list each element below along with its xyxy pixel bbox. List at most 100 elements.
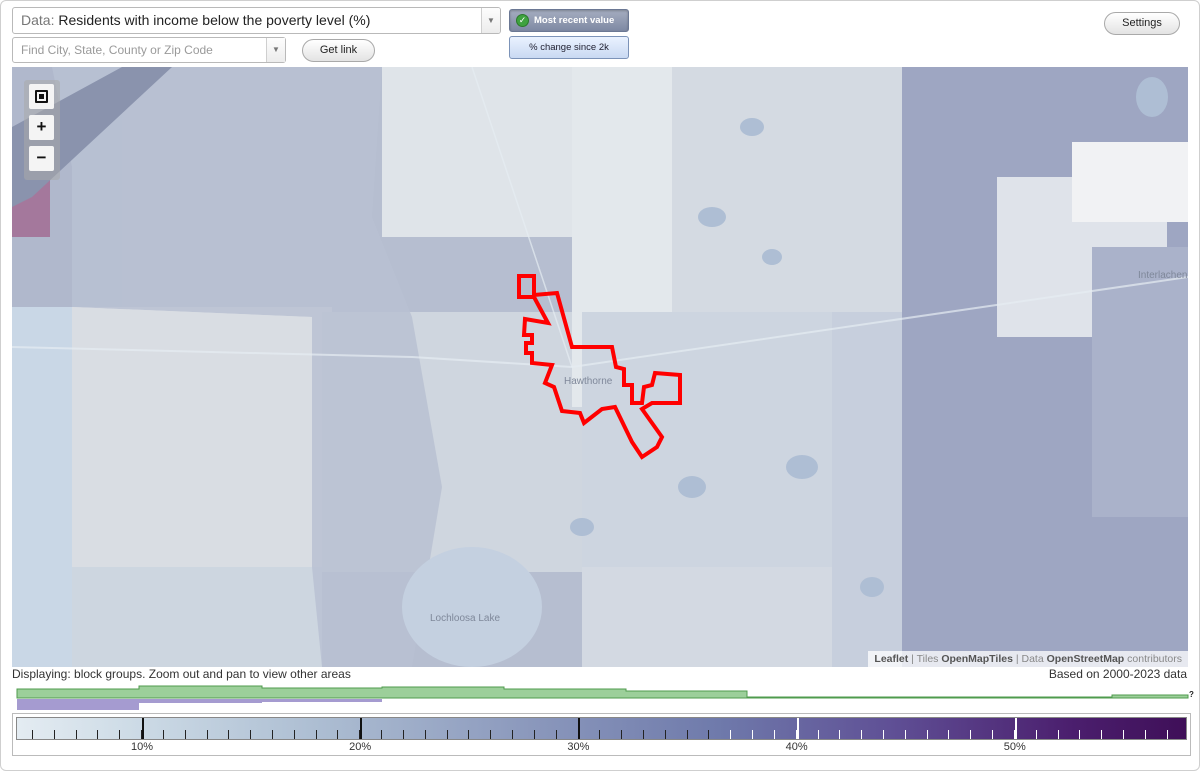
legend-major-tick [1014, 718, 1017, 739]
most-recent-value-toggle[interactable]: ✓ Most recent value [509, 9, 629, 32]
legend-minor-tick [555, 730, 557, 739]
data-range-status: Based on 2000-2023 data [1048, 667, 1187, 681]
fit-bounds-button[interactable] [29, 84, 54, 109]
legend-minor-tick [642, 730, 644, 739]
openmaptiles-link[interactable]: OpenMapTiles [941, 653, 1013, 665]
legend-minor-tick [228, 730, 230, 739]
distribution-histogram [16, 685, 1189, 710]
get-link-button[interactable]: Get link [302, 39, 375, 62]
attribution-suffix: contributors [1127, 653, 1182, 665]
legend-minor-tick [53, 730, 55, 739]
data-prefix: Data [1021, 653, 1044, 665]
legend-minor-tick [1101, 730, 1103, 739]
zoom-controls: + − [24, 80, 60, 180]
chevron-down-icon[interactable]: ▼ [481, 8, 500, 33]
legend-minor-tick [272, 730, 274, 739]
legend-minor-tick [141, 730, 143, 739]
location-search[interactable]: ▼ [12, 37, 286, 63]
legend-minor-tick [337, 730, 339, 739]
data-select-prefix: Data: [21, 12, 55, 28]
map-attribution: Leaflet | Tiles OpenMapTiles | Data Open… [868, 651, 1188, 667]
legend-minor-tick [992, 730, 994, 739]
legend-minor-tick [119, 730, 121, 739]
legend-minor-tick [1035, 730, 1037, 739]
legend-minor-tick [1057, 730, 1059, 739]
legend-minor-tick [162, 730, 164, 739]
map-label-hawthorne: Hawthorne [564, 376, 613, 387]
legend-minor-tick [948, 730, 950, 739]
legend-minor-tick [708, 730, 710, 739]
legend-tick-label: 20% [349, 741, 372, 753]
legend-major-tick [796, 718, 799, 739]
city-boundary [517, 274, 682, 460]
legend-major-tick [578, 718, 581, 739]
color-ramp [16, 717, 1187, 740]
legend-minor-tick [184, 730, 186, 739]
tiles-prefix: Tiles [916, 653, 939, 665]
legend-minor-tick [577, 730, 579, 739]
legend-minor-tick [1013, 730, 1015, 739]
legend-minor-tick [206, 730, 208, 739]
legend-minor-tick [599, 730, 601, 739]
legend-minor-tick [752, 730, 754, 739]
legend-minor-tick [293, 730, 295, 739]
legend-minor-tick [446, 730, 448, 739]
most-recent-label: Most recent value [534, 15, 615, 26]
legend-minor-tick [904, 730, 906, 739]
legend-minor-tick [621, 730, 623, 739]
legend-minor-tick [839, 730, 841, 739]
settings-button[interactable]: Settings [1104, 12, 1180, 35]
legend-minor-tick [1166, 730, 1168, 739]
legend-minor-tick [773, 730, 775, 739]
legend-minor-tick [402, 730, 404, 739]
legend-minor-tick [686, 730, 688, 739]
legend-tick-label: 40% [785, 741, 808, 753]
search-input[interactable] [21, 43, 261, 57]
openstreetmap-link[interactable]: OpenStreetMap [1046, 653, 1125, 665]
map-view[interactable]: Hawthorne Lochloosa Lake Interlachen + −… [12, 67, 1188, 667]
displaying-status: Displaying: block groups. Zoom out and p… [12, 667, 351, 681]
legend-minor-tick [468, 730, 470, 739]
map-label-lochloosa: Lochloosa Lake [430, 613, 501, 624]
legend-tick-label: 30% [567, 741, 590, 753]
legend-minor-tick [97, 730, 99, 739]
leaflet-link[interactable]: Leaflet [874, 653, 909, 665]
map-label-interlachen: Interlachen [1138, 270, 1188, 281]
legend-minor-tick [861, 730, 863, 739]
legend-minor-tick [359, 730, 361, 739]
data-select-value: Residents with income below the poverty … [58, 12, 371, 28]
percent-change-toggle[interactable]: % change since 2k [509, 36, 629, 59]
zoom-in-button[interactable]: + [29, 115, 54, 140]
legend-tick-label: 50% [1003, 741, 1026, 753]
legend-minor-tick [32, 730, 33, 739]
legend-minor-tick [882, 730, 884, 739]
map-canvas [12, 67, 1188, 667]
fullscreen-icon [35, 90, 48, 103]
legend-minor-tick [664, 730, 666, 739]
legend-major-tick [142, 718, 144, 739]
legend-tick-label: 10% [130, 741, 154, 753]
legend-minor-tick [315, 730, 317, 739]
check-icon: ✓ [516, 14, 529, 27]
legend-minor-tick [795, 730, 797, 739]
legend-minor-tick [730, 730, 732, 739]
legend-major-tick [360, 718, 363, 739]
legend-minor-tick [512, 730, 514, 739]
chevron-down-icon[interactable]: ▼ [266, 38, 285, 62]
legend-minor-tick [75, 730, 77, 739]
data-variable-select[interactable]: Data: Residents with income below the po… [12, 7, 501, 34]
legend-minor-tick [1123, 730, 1124, 739]
legend-minor-tick [1144, 730, 1146, 739]
zoom-out-button[interactable]: − [29, 146, 54, 171]
color-legend: 10% 20% 30% 40% 50% [12, 713, 1191, 756]
legend-minor-tick [250, 730, 252, 739]
legend-minor-tick [381, 730, 383, 739]
legend-minor-tick [424, 730, 426, 739]
legend-minor-tick [926, 730, 928, 739]
legend-minor-tick [533, 730, 535, 739]
legend-minor-tick [1079, 730, 1081, 739]
legend-minor-tick [490, 730, 492, 739]
legend-minor-tick [817, 730, 819, 739]
histogram-help-icon[interactable]: ? [1189, 690, 1194, 699]
legend-minor-tick [970, 730, 972, 739]
